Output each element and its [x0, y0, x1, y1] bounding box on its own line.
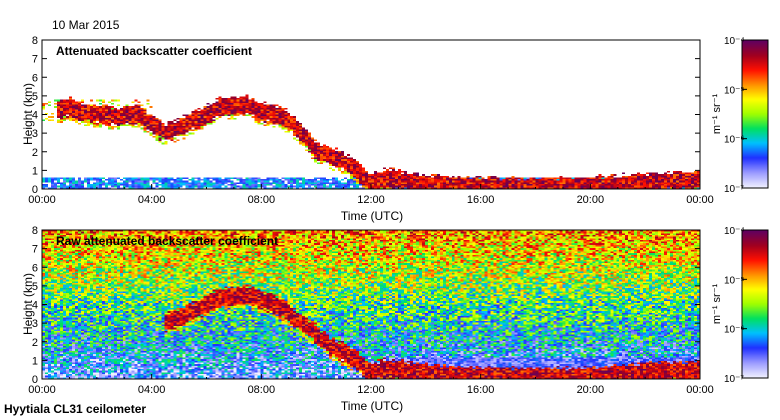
y-tick-label: 3 — [32, 318, 38, 330]
y-tick-label: 1 — [32, 355, 38, 367]
colorbar-label-1: m⁻¹ sr⁻¹ — [711, 94, 723, 135]
panel-title-2: Raw attenuated backscatter coefficient — [56, 234, 278, 248]
x-axis-label-2: Time (UTC) — [341, 399, 403, 413]
colorbar-ticks-1: 10⁻⁷ 10⁻⁶ 10⁻⁵ 10⁻⁴ — [724, 36, 747, 195]
y-tick-label: 7 — [32, 244, 38, 256]
colorbar-tick-label: 10⁻⁴ — [724, 226, 745, 237]
colorbar-frame-2 — [741, 229, 769, 379]
heatmap-attenuated — [42, 40, 700, 189]
y-tick-label: 2 — [32, 147, 38, 159]
x-tick-label: 12:00 — [357, 384, 385, 396]
y-tick-label: 0 — [32, 374, 38, 386]
panel-attenuated: Attenuated backscatter coefficient 0 1 2 3 4… — [21, 35, 769, 223]
colorbar-frame-1 — [741, 39, 769, 189]
x-tick-label: 16:00 — [467, 194, 495, 206]
y-tick-label: 8 — [32, 225, 38, 237]
y-tick-label: 6 — [32, 262, 38, 274]
y-tick-label: 0 — [32, 184, 38, 196]
x-tick-label: 00:00 — [686, 384, 714, 396]
y-axis-label-2: Height (km) — [21, 273, 35, 335]
heatmap-raw — [42, 230, 700, 379]
x-tick-label: 00:00 — [28, 194, 56, 206]
date-label: 10 Mar 2015 — [52, 18, 120, 32]
x-tick-label: 20:00 — [577, 384, 605, 396]
x-tick-label: 08:00 — [248, 384, 276, 396]
x-tick-label: 00:00 — [28, 384, 56, 396]
y-tick-label: 1 — [32, 165, 38, 177]
y-tick-label: 3 — [32, 128, 38, 140]
colorbar-tick-label: 10⁻⁷ — [724, 184, 744, 195]
colorbar-ticks-2: 10⁻⁷ 10⁻⁶ 10⁻⁵ 10⁻⁴ — [724, 226, 747, 385]
colorbar-2: 10⁻⁷ 10⁻⁶ 10⁻⁵ 10⁻⁴ m⁻¹ sr⁻¹ — [711, 226, 769, 385]
colorbar-tick-label: 10⁻⁶ — [724, 325, 745, 336]
x-tick-label: 00:00 — [686, 194, 714, 206]
colorbar-tick-label: 10⁻⁵ — [724, 275, 745, 286]
x-ticks-1: 00:00 04:00 08:00 12:00 16:00 20:00 00:00 — [28, 184, 714, 206]
y-tick-label: 4 — [32, 300, 38, 312]
y-ticks-1: 0 1 2 3 4 5 6 7 8 — [32, 35, 700, 196]
colorbar-tick-label: 10⁻⁴ — [724, 36, 745, 47]
x-tick-label: 08:00 — [248, 194, 276, 206]
y-tick-label: 6 — [32, 72, 38, 84]
x-tick-label: 04:00 — [138, 384, 166, 396]
colorbar-gradient-1 — [742, 40, 768, 188]
x-axis-label-1: Time (UTC) — [341, 209, 403, 223]
x-tick-label: 16:00 — [467, 384, 495, 396]
y-tick-label: 8 — [32, 35, 38, 47]
colorbar-tick-label: 10⁻⁶ — [724, 135, 745, 146]
y-tick-label: 5 — [32, 281, 38, 293]
colorbar-tick-label: 10⁻⁵ — [724, 85, 745, 96]
y-tick-label: 2 — [32, 337, 38, 349]
colorbar-1: 10⁻⁷ 10⁻⁶ 10⁻⁵ 10⁻⁴ m⁻¹ sr⁻¹ — [711, 36, 769, 195]
y-axis-label-1: Height (km) — [21, 83, 35, 145]
colorbar-tick-label: 10⁻⁷ — [724, 374, 744, 385]
y-ticks-2: 0 1 2 3 4 5 6 7 8 — [32, 225, 700, 386]
colorbar-gradient-2 — [742, 230, 768, 378]
panel-raw: Raw attenuated backscatter coefficient 0… — [21, 225, 769, 413]
x-ticks-2: 00:00 04:00 08:00 12:00 16:00 20:00 00:00 — [28, 374, 714, 396]
y-tick-label: 5 — [32, 91, 38, 103]
y-tick-label: 7 — [32, 54, 38, 66]
x-tick-label: 04:00 — [138, 194, 166, 206]
x-tick-label: 12:00 — [357, 194, 385, 206]
y-tick-label: 4 — [32, 110, 38, 122]
panel-title-1: Attenuated backscatter coefficient — [56, 44, 252, 58]
x-tick-label: 20:00 — [577, 194, 605, 206]
colorbar-label-2: m⁻¹ sr⁻¹ — [711, 284, 723, 325]
site-label: Hyytiala CL31 ceilometer — [4, 402, 147, 416]
